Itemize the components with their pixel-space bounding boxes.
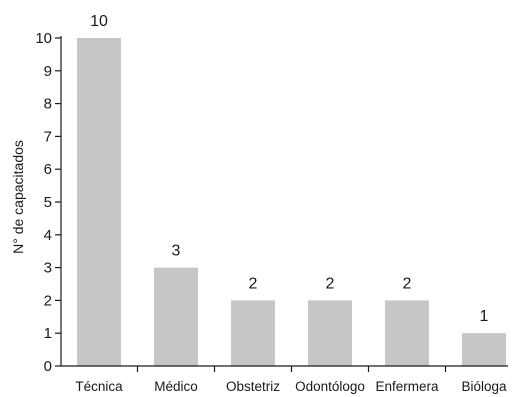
bar-2 bbox=[231, 300, 275, 366]
y-tick-label-8: 8 bbox=[44, 96, 52, 113]
category-label-2: Obstetriz bbox=[226, 379, 280, 394]
data-label-4: 2 bbox=[403, 275, 412, 292]
data-label-3: 2 bbox=[326, 275, 335, 292]
data-label-0: 10 bbox=[90, 13, 108, 30]
bar-5 bbox=[462, 333, 506, 366]
labels-group: 0 1 2 3 4 5 6 7 8 9 10 Técnica Médico Obstetriz Odontó… bbox=[35, 13, 507, 394]
y-tick-label-4: 4 bbox=[44, 227, 52, 244]
y-tick-label-1: 1 bbox=[44, 325, 52, 342]
bar-3 bbox=[308, 300, 352, 366]
y-tick-label-0: 0 bbox=[44, 358, 52, 375]
category-label-4: Enfermera bbox=[375, 379, 439, 394]
bar-1 bbox=[154, 267, 198, 366]
data-label-1: 3 bbox=[172, 243, 181, 260]
y-axis-title: N° de capacitados bbox=[10, 140, 26, 254]
y-tick-label-7: 7 bbox=[44, 128, 52, 145]
category-label-0: Técnica bbox=[75, 379, 123, 394]
data-label-5: 1 bbox=[480, 308, 489, 325]
y-tick-label-9: 9 bbox=[44, 63, 52, 80]
category-label-1: Médico bbox=[154, 379, 198, 394]
y-tick-label-2: 2 bbox=[44, 292, 52, 309]
category-label-5: Bióloga bbox=[461, 379, 507, 394]
axes-group bbox=[55, 36, 508, 372]
category-label-3: Odontólogo bbox=[295, 379, 365, 394]
y-tick-label-5: 5 bbox=[44, 194, 52, 211]
y-tick-label-10: 10 bbox=[35, 30, 52, 47]
y-tick-label-6: 6 bbox=[44, 161, 52, 178]
data-label-2: 2 bbox=[249, 275, 258, 292]
bar-0 bbox=[77, 38, 121, 366]
bar-4 bbox=[385, 300, 429, 366]
y-tick-label-3: 3 bbox=[44, 260, 52, 277]
bars-group bbox=[77, 38, 506, 366]
